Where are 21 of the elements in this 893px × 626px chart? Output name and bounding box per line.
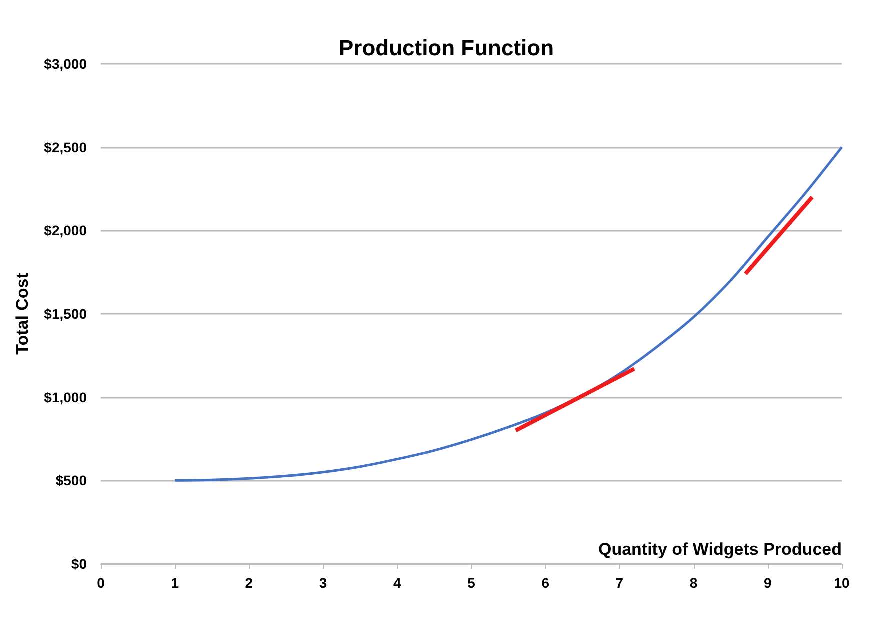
y-tick-label: $2,000 [44,222,88,239]
y-tick-label: $3,000 [44,56,88,72]
x-tick-label: 8 [690,575,698,591]
y-tick-label: $1,000 [44,389,88,406]
y-tick-label: $2,500 [44,139,88,156]
x-tick-label: 0 [97,575,106,591]
y-tick-label: $1,500 [44,306,88,322]
x-tick-label: 3 [319,575,328,591]
x-tick-label: 1 [171,575,180,591]
x-tick-label: 5 [468,575,476,591]
x-tick-label: 10 [834,575,850,591]
x-tick-label: 6 [542,575,550,591]
x-tick-label: 9 [764,575,772,591]
x-axis-title: Quantity of Widgets Produced [598,540,842,559]
y-tick-label: $0 [71,556,88,572]
x-tick-label: 2 [245,575,254,591]
x-tick-label: 7 [616,575,624,591]
x-tick-label: 4 [394,575,402,591]
y-tick-label: $500 [56,472,88,489]
y-axis-title: Total Cost [13,272,32,355]
chart-title: Production Function [338,36,554,60]
